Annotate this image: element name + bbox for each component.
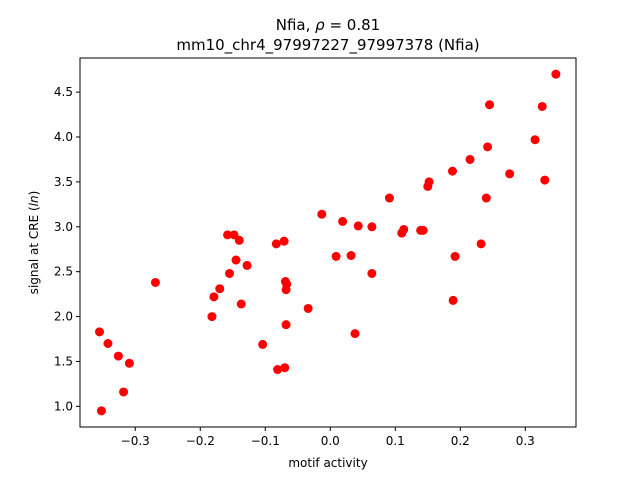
data-point [242, 260, 252, 270]
data-point [234, 235, 244, 245]
data-point [551, 69, 561, 79]
data-point [273, 365, 283, 375]
x-tick-label: 0.3 [516, 434, 535, 448]
data-point [223, 230, 233, 240]
data-point [119, 387, 129, 397]
chart-title-line1: Nfia, ρ = 0.81 [276, 16, 380, 34]
data-point [353, 221, 363, 231]
y-tick-label: 3.5 [54, 175, 73, 189]
y-tick-label: 3.0 [54, 220, 73, 234]
data-point [258, 339, 268, 349]
y-tick-label: 4.0 [54, 130, 73, 144]
data-point [96, 406, 106, 416]
data-point [113, 351, 123, 361]
data-point [367, 222, 377, 232]
y-tick-label: 2.5 [54, 265, 73, 279]
data-point [317, 209, 327, 219]
data-point [231, 255, 241, 265]
data-point [540, 175, 550, 185]
data-point [280, 363, 290, 373]
x-axis-ticks: −0.3 −0.2 −0.1 0.0 0.1 0.2 0.3 [121, 427, 535, 448]
x-tick-label: 0.0 [321, 434, 340, 448]
x-axis-label: motif activity [288, 456, 367, 470]
data-point [483, 142, 493, 152]
x-tick-label: −0.1 [251, 434, 280, 448]
y-axis-label: signal at CRE (ln) [27, 191, 41, 295]
data-point [367, 268, 377, 278]
data-point [350, 329, 360, 339]
data-point [103, 339, 113, 348]
data-point [418, 225, 428, 235]
plot-frame [79, 57, 577, 428]
data-point [424, 177, 434, 187]
data-point [465, 154, 475, 164]
data-point [150, 277, 160, 287]
x-tick-label: −0.2 [186, 434, 215, 448]
y-tick-label: 1.5 [54, 354, 73, 368]
data-point [279, 236, 289, 246]
data-point [505, 169, 515, 179]
data-point [384, 193, 394, 203]
points-layer [95, 69, 561, 416]
data-point [225, 268, 235, 278]
data-point [303, 303, 313, 313]
y-tick-label: 4.5 [54, 85, 73, 99]
data-point [281, 320, 291, 330]
data-point [95, 327, 104, 337]
data-point [207, 312, 217, 322]
data-point [481, 193, 491, 203]
data-point [215, 284, 225, 294]
data-point [447, 166, 457, 176]
y-axis-ticks: 1.0 1.5 2.0 2.5 3.0 3.5 4.0 4.5 [54, 85, 80, 413]
data-point [485, 100, 495, 110]
data-point [450, 251, 460, 261]
data-point [346, 251, 356, 261]
data-point [476, 239, 486, 249]
y-tick-label: 1.0 [54, 399, 73, 413]
data-point [271, 239, 281, 249]
data-point [236, 299, 246, 309]
x-tick-label: −0.3 [121, 434, 150, 448]
x-tick-label: 0.2 [451, 434, 470, 448]
data-point [399, 224, 409, 234]
y-tick-label: 2.0 [54, 310, 73, 324]
data-point [338, 216, 348, 226]
chart-title-line2: mm10_chr4_97997227_97997378 (Nfia) [176, 36, 479, 55]
data-point [530, 135, 540, 145]
x-tick-label: 0.1 [386, 434, 405, 448]
data-point [209, 292, 219, 302]
data-point [124, 358, 134, 368]
data-point [282, 279, 292, 289]
data-point [331, 251, 341, 261]
data-point [537, 101, 547, 111]
data-point [448, 295, 458, 305]
